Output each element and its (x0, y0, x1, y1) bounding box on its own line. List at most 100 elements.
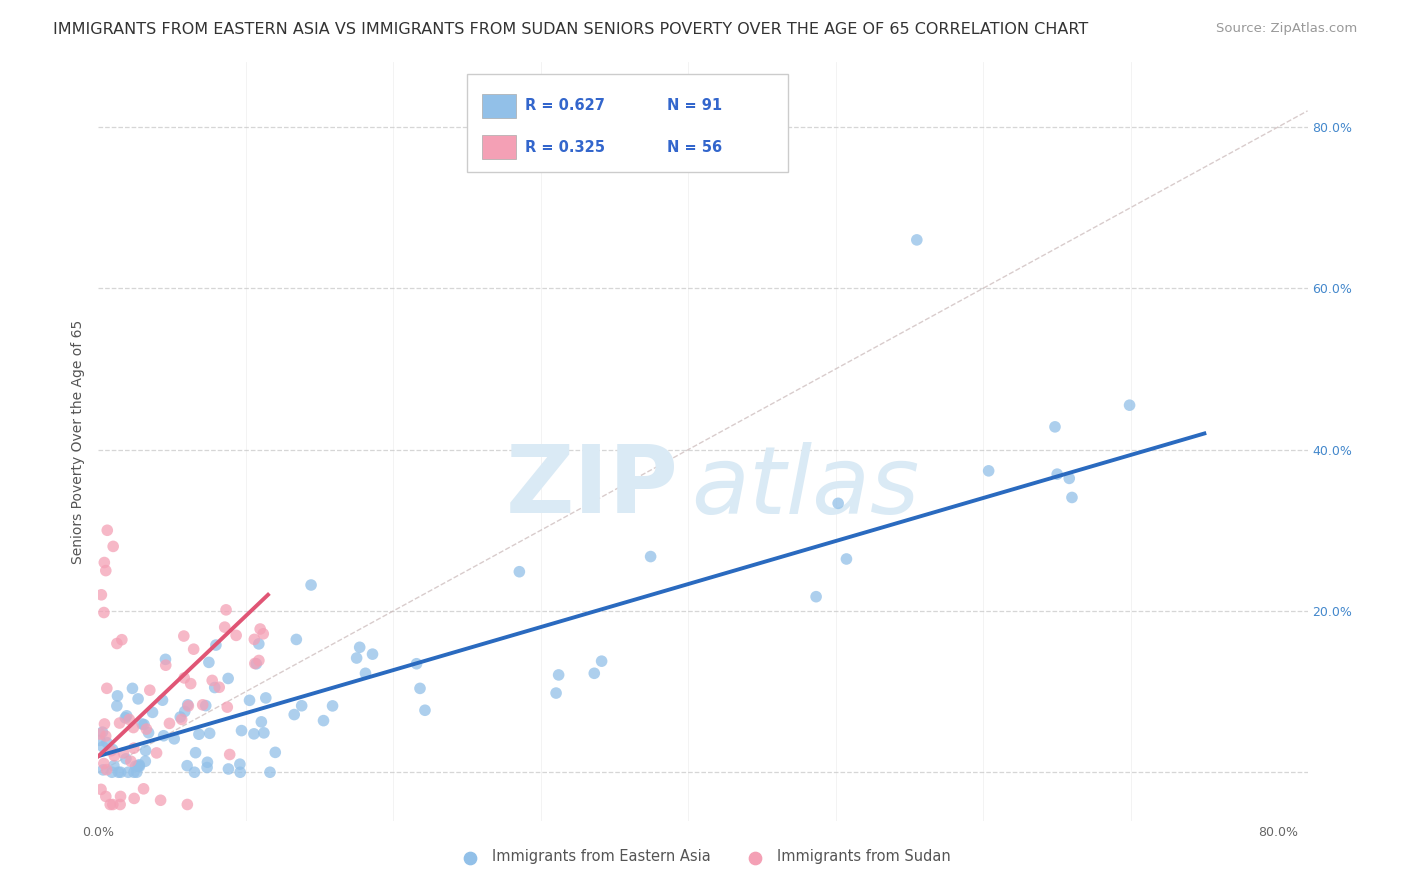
Point (1057, 471, 1080, 485)
Point (804, 590, 827, 604)
Point (128, 757, 150, 772)
Point (149, 793, 172, 807)
Point (141, 706, 163, 720)
Point (177, 698, 200, 712)
Point (93, 556, 115, 570)
Point (194, 698, 217, 713)
Point (1046, 467, 1069, 482)
Point (254, 690, 277, 705)
Point (183, 765, 205, 780)
Point (299, 578, 322, 592)
Point (247, 637, 270, 651)
Point (180, 676, 202, 690)
Point (107, 765, 129, 780)
Point (283, 707, 305, 722)
Point (252, 627, 274, 641)
Point (583, 666, 606, 681)
Point (115, 708, 138, 723)
Point (217, 700, 239, 714)
Text: N = 91: N = 91 (666, 98, 721, 113)
Point (247, 653, 270, 667)
Point (1118, 398, 1140, 412)
Point (1043, 420, 1066, 434)
Point (187, 727, 209, 741)
Point (96, 735, 118, 749)
Point (243, 632, 266, 647)
Point (131, 717, 153, 731)
Point (103, 758, 125, 772)
Point (231, 723, 253, 738)
Point (191, 698, 214, 712)
Point (322, 698, 344, 713)
Point (101, 540, 124, 554)
Text: R = 0.325: R = 0.325 (526, 140, 605, 155)
Point (546, 686, 568, 700)
Point (198, 656, 221, 670)
Text: IMMIGRANTS FROM EASTERN ASIA VS IMMIGRANTS FROM SUDAN SENIORS POVERTY OVER THE A: IMMIGRANTS FROM EASTERN ASIA VS IMMIGRAN… (53, 22, 1088, 37)
Point (152, 693, 174, 707)
Point (285, 632, 308, 647)
Point (115, 752, 138, 766)
Point (110, 765, 132, 780)
Point (121, 681, 143, 696)
Point (173, 671, 195, 685)
Point (229, 765, 252, 780)
Point (264, 745, 287, 759)
Point (173, 705, 195, 719)
Point (94, 729, 117, 743)
Point (183, 642, 205, 657)
Point (977, 464, 1000, 478)
Point (217, 762, 239, 776)
Point (177, 698, 200, 713)
Point (243, 657, 266, 671)
Point (163, 731, 186, 746)
Point (139, 683, 162, 698)
Point (640, 549, 662, 564)
Point (405, 657, 427, 671)
Text: atlas: atlas (690, 442, 920, 533)
Point (155, 658, 177, 673)
FancyBboxPatch shape (467, 74, 787, 172)
Point (225, 628, 247, 642)
Point (238, 693, 260, 707)
Y-axis label: Seniors Poverty Over the Age of 65: Seniors Poverty Over the Age of 65 (72, 319, 86, 564)
Bar (482, 136, 516, 160)
Point (214, 620, 236, 634)
Point (159, 716, 181, 731)
Bar (482, 94, 516, 118)
Point (89, 727, 111, 741)
Point (98, 797, 121, 812)
Point (170, 712, 193, 726)
Point (96, 763, 118, 777)
Point (197, 756, 219, 770)
Point (134, 754, 156, 768)
Point (205, 638, 228, 652)
Point (349, 640, 371, 655)
Point (208, 680, 231, 694)
Point (508, 565, 530, 579)
Point (101, 765, 124, 780)
Point (96, 681, 118, 696)
Point (127, 759, 149, 773)
Point (835, 552, 858, 566)
Point (132, 717, 155, 731)
Point (122, 765, 145, 780)
Point (184, 746, 207, 760)
Point (176, 797, 198, 812)
Point (409, 681, 432, 696)
Point (114, 711, 136, 725)
Point (90, 588, 112, 602)
Text: N = 56: N = 56 (666, 140, 721, 155)
Point (112, 746, 135, 760)
Point (117, 765, 139, 780)
Point (93, 606, 115, 620)
Point (312, 714, 335, 728)
Text: ZIP: ZIP (506, 441, 679, 533)
Point (591, 654, 613, 668)
Point (291, 698, 314, 713)
Point (215, 603, 238, 617)
Point (250, 714, 273, 729)
Point (218, 747, 240, 762)
Point (229, 757, 252, 772)
Point (91, 763, 114, 777)
